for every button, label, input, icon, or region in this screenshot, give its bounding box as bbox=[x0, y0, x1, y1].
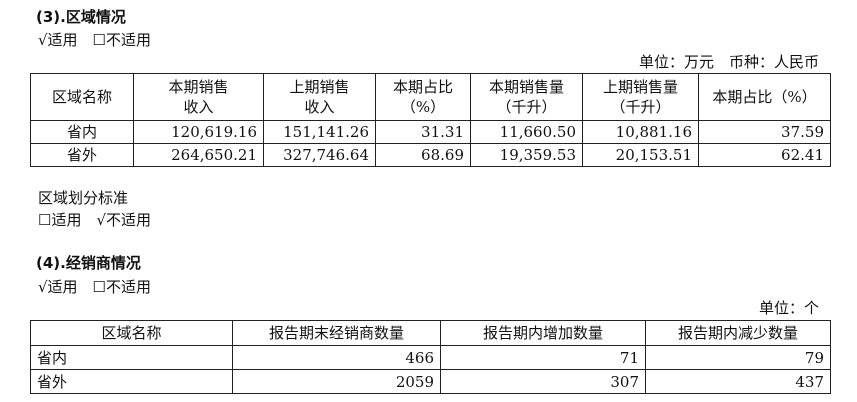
value-cell: 466 bbox=[232, 345, 441, 370]
section-4-applicability: √适用 ☐不适用 bbox=[38, 278, 152, 296]
section-3-title: (3).区域情况 bbox=[36, 8, 126, 26]
region-cell: 省内 bbox=[30, 120, 134, 144]
region-cell: 省内 bbox=[30, 345, 233, 370]
value-cell: 307 bbox=[440, 369, 646, 394]
region-cell: 省外 bbox=[30, 143, 134, 167]
header-cell: 本期占比（%） bbox=[698, 73, 831, 121]
table-row: 省外 2059 307 437 bbox=[30, 369, 831, 394]
value-cell: 120,619.16 bbox=[133, 120, 264, 144]
region-standard-label: 区域划分标准 bbox=[38, 189, 129, 207]
value-cell: 2059 bbox=[232, 369, 441, 394]
header-cell: 上期销售 收入 bbox=[263, 73, 376, 121]
table-row: 省内 120,619.16 151,141.26 31.31 11,660.50… bbox=[30, 120, 831, 144]
distributor-table: 区域名称 报告期末经销商数量 报告期内增加数量 报告期内减少数量 省内 466 … bbox=[30, 320, 831, 394]
table-header-row: 区域名称 本期销售 收入 上期销售 收入 本期占比 （%） 本期销售量 （千升）… bbox=[30, 73, 831, 121]
value-cell: 20,153.51 bbox=[582, 143, 699, 167]
value-cell: 11,660.50 bbox=[470, 120, 583, 144]
value-cell: 264,650.21 bbox=[133, 143, 264, 167]
value-cell: 10,881.16 bbox=[582, 120, 699, 144]
value-cell: 19,359.53 bbox=[470, 143, 583, 167]
table-header-row: 区域名称 报告期末经销商数量 报告期内增加数量 报告期内减少数量 bbox=[30, 320, 831, 346]
header-cell: 本期销售量 （千升） bbox=[470, 73, 583, 121]
section-3-applicability: √适用 ☐不适用 bbox=[38, 31, 152, 49]
value-cell: 37.59 bbox=[698, 120, 831, 144]
table-row: 省外 264,650.21 327,746.64 68.69 19,359.53… bbox=[30, 143, 831, 167]
header-cell: 上期销售量 （千升） bbox=[582, 73, 699, 121]
value-cell: 71 bbox=[440, 345, 646, 370]
value-cell: 437 bbox=[645, 369, 831, 394]
header-cell: 报告期内减少数量 bbox=[645, 320, 831, 346]
value-cell: 31.31 bbox=[375, 120, 471, 144]
section-4-title: (4).经销商情况 bbox=[36, 254, 141, 272]
region-standard-applicability: ☐适用 √不适用 bbox=[38, 211, 152, 229]
header-cell: 本期占比 （%） bbox=[375, 73, 471, 121]
header-cell: 报告期内增加数量 bbox=[440, 320, 646, 346]
table-row: 省内 466 71 79 bbox=[30, 345, 831, 370]
value-cell: 79 bbox=[645, 345, 831, 370]
region-sales-table: 区域名称 本期销售 收入 上期销售 收入 本期占比 （%） 本期销售量 （千升）… bbox=[30, 73, 831, 167]
header-cell: 报告期末经销商数量 bbox=[232, 320, 441, 346]
header-cell: 本期销售 收入 bbox=[133, 73, 264, 121]
section-4-unit: 单位：个 bbox=[758, 299, 819, 317]
header-cell: 区域名称 bbox=[30, 320, 233, 346]
value-cell: 327,746.64 bbox=[263, 143, 376, 167]
value-cell: 151,141.26 bbox=[263, 120, 376, 144]
section-3-unit: 单位：万元 币种：人民币 bbox=[638, 53, 819, 71]
value-cell: 62.41 bbox=[698, 143, 831, 167]
value-cell: 68.69 bbox=[375, 143, 471, 167]
region-cell: 省外 bbox=[30, 369, 233, 394]
header-cell: 区域名称 bbox=[30, 73, 134, 121]
